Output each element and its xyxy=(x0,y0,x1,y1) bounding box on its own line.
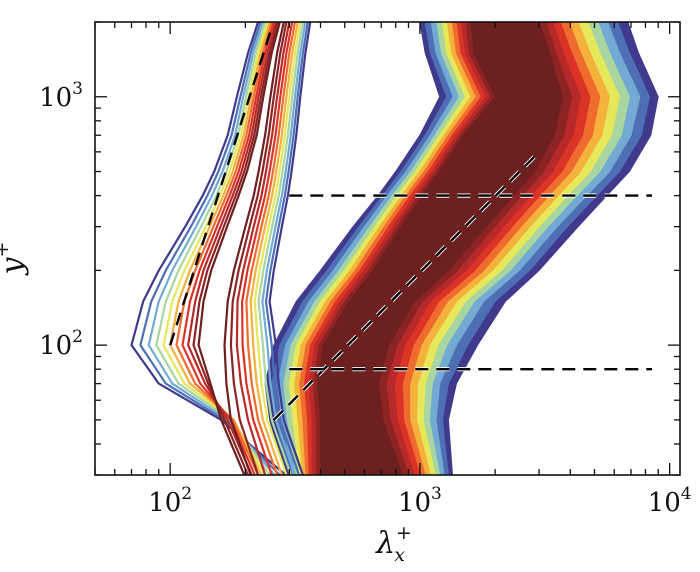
y-axis-label: y+ xyxy=(0,242,30,277)
x-axis-label-main: λ xyxy=(375,526,395,561)
plot-area xyxy=(130,22,659,475)
contour-line-10 xyxy=(197,22,281,475)
y-axis-label-sup: + xyxy=(0,242,13,258)
x-tick-label-1: 103 xyxy=(398,484,442,518)
contour-line-18 xyxy=(257,22,304,475)
contour-line-9 xyxy=(192,22,279,475)
contour-line-15 xyxy=(245,22,297,475)
contour-line-21 xyxy=(268,22,312,475)
contour-line-11 xyxy=(223,22,285,475)
filled-contour-level-10 xyxy=(317,22,563,475)
contour-line-5 xyxy=(169,22,271,475)
contour-line-7 xyxy=(181,22,275,475)
x-axis-label-sub: x xyxy=(394,544,405,566)
contour-line-8 xyxy=(187,22,277,475)
plot-frame xyxy=(94,21,681,476)
contour-line-3 xyxy=(155,22,271,475)
y-tick-label-0: 102 xyxy=(39,327,83,361)
contour-line-14 xyxy=(241,22,294,475)
x-axis-label-sup: + xyxy=(396,522,412,544)
filled-contours xyxy=(264,22,659,475)
contour-line-0 xyxy=(130,22,287,475)
tick-labels: 102 103 104 102 103 xyxy=(39,79,692,518)
axis-ticks xyxy=(94,21,680,476)
reference-line-0 xyxy=(169,27,273,346)
contour-line-1 xyxy=(139,22,281,475)
x-tick-label-0: 102 xyxy=(148,484,192,518)
contour-line-16 xyxy=(249,22,299,475)
contour-line-19 xyxy=(261,22,307,475)
contour-line-6 xyxy=(175,22,273,475)
contour-line-20 xyxy=(264,22,309,475)
reference-lines xyxy=(169,27,652,422)
contour-line-13 xyxy=(235,22,291,475)
contour-line-17 xyxy=(253,22,302,475)
x-tick-label-2: 104 xyxy=(648,484,692,518)
x-axis-label: λx+ xyxy=(375,522,412,566)
y-axis-label-main: y xyxy=(0,256,30,276)
y-tick-label-1: 103 xyxy=(39,79,83,113)
contour-lines xyxy=(130,22,312,475)
contour-line-2 xyxy=(147,22,276,475)
contour-line-12 xyxy=(229,22,288,475)
